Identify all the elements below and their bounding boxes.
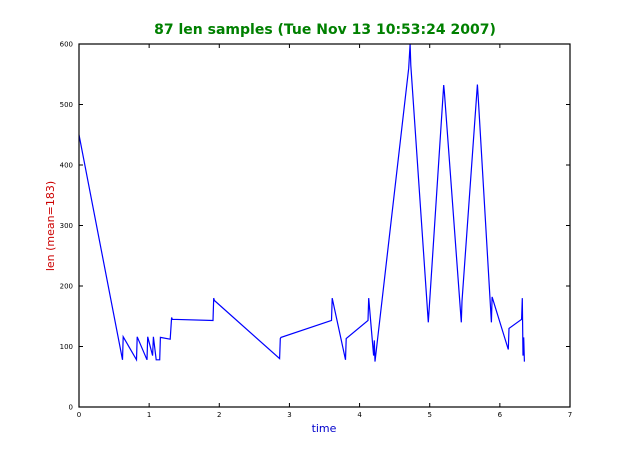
y-axis-label: len (mean=183) <box>44 181 57 271</box>
plot-area: 0 1 2 3 4 5 6 7 0 100 200 300 400 500 600 <box>60 41 573 420</box>
x-tick-label: 5 <box>427 411 431 419</box>
x-tick-label: 1 <box>147 411 151 419</box>
y-tick-label: 600 <box>60 41 73 49</box>
x-axis-label: time <box>312 422 337 435</box>
x-tick-label: 3 <box>287 411 291 419</box>
y-tick-label: 0 <box>69 404 73 412</box>
chart-title: 87 len samples (Tue Nov 13 10:53:24 2007… <box>154 22 496 38</box>
y-tick-label: 400 <box>60 162 73 170</box>
y-tick-label: 100 <box>60 343 73 351</box>
series-line-0 <box>78 43 525 362</box>
y-tick-label: 300 <box>60 222 73 230</box>
y-tick-label: 500 <box>60 101 73 109</box>
x-tick-label: 6 <box>498 411 503 419</box>
x-tick-label: 2 <box>217 411 221 419</box>
x-tick-label: 4 <box>357 411 362 419</box>
y-tick-label: 200 <box>60 283 73 291</box>
x-tick-label: 0 <box>77 411 81 419</box>
x-tick-label: 7 <box>568 411 572 419</box>
